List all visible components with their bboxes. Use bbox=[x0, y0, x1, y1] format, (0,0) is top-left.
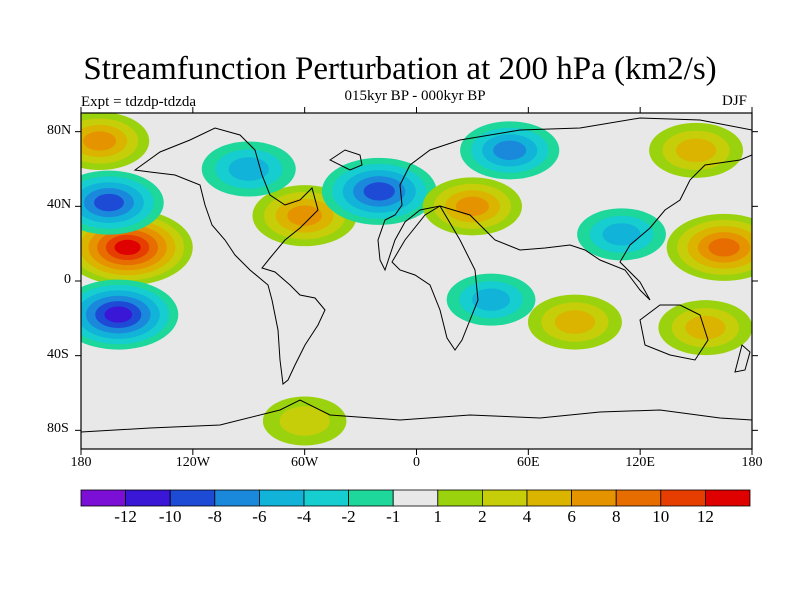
lon-tick-label: 60W bbox=[291, 455, 319, 470]
anomaly-cell bbox=[321, 157, 437, 225]
chart-subtitle: 015kyr BP - 000kyr BP bbox=[344, 88, 486, 104]
colorbar-swatch bbox=[258, 489, 305, 507]
lat-tick-label: 80S bbox=[47, 421, 69, 437]
contour-band bbox=[493, 140, 527, 160]
lon-tick-label: 180 bbox=[70, 455, 92, 470]
contour-band bbox=[685, 315, 726, 340]
colorbar-label: 12 bbox=[696, 507, 714, 526]
colorbar-swatch bbox=[392, 489, 439, 507]
colorbar-swatch bbox=[615, 489, 662, 507]
contour-band bbox=[472, 288, 511, 311]
lon-tick-label: 60E bbox=[517, 455, 540, 470]
lon-tick-label: 180 bbox=[741, 455, 763, 470]
colorbar-swatch bbox=[348, 489, 394, 507]
colorbar-label: -1 bbox=[386, 507, 401, 526]
colorbar-swatch bbox=[303, 489, 349, 507]
colorbar-swatch bbox=[660, 489, 706, 507]
lon-tick-label: 120W bbox=[175, 455, 210, 470]
colorbar-label: 1 bbox=[433, 507, 443, 526]
anomaly-cell bbox=[81, 170, 164, 235]
anomaly-cell bbox=[422, 177, 523, 236]
anomaly-cell bbox=[527, 294, 622, 350]
chart-title: Streamfunction Perturbation at 200 hPa (… bbox=[83, 51, 717, 87]
anomaly-cell bbox=[649, 122, 744, 178]
colorbar-label: 2 bbox=[478, 507, 487, 526]
contour-band bbox=[83, 131, 117, 151]
colorbar-swatch bbox=[125, 489, 171, 507]
contour-band bbox=[675, 138, 717, 163]
colorbar-label: -4 bbox=[296, 507, 312, 526]
colorbar-swatch bbox=[214, 489, 260, 507]
contour-band bbox=[94, 193, 124, 212]
contour-band bbox=[363, 182, 395, 201]
anomaly-cell bbox=[666, 213, 752, 281]
lon-tick-label: 0 bbox=[413, 455, 420, 470]
colorbar-label: 4 bbox=[522, 507, 532, 526]
experiment-label: Expt = tdzdp-tdzda bbox=[81, 94, 197, 110]
colorbar-label: -6 bbox=[252, 507, 267, 526]
contour-band bbox=[279, 406, 330, 436]
contour-band bbox=[602, 223, 641, 246]
colorbar-label: 8 bbox=[611, 507, 621, 526]
map-background bbox=[81, 113, 752, 449]
anomaly-cell bbox=[577, 208, 666, 261]
colorbar-label: 6 bbox=[567, 507, 576, 526]
lat-tick-label: 40N bbox=[47, 197, 72, 213]
anomaly-cell bbox=[81, 279, 179, 350]
colorbar-swatch bbox=[169, 489, 216, 507]
lat-tick-label: 0 bbox=[64, 272, 71, 287]
contour-band bbox=[287, 205, 323, 226]
colorbar-label: -2 bbox=[341, 507, 356, 526]
colorbar-label: -10 bbox=[158, 507, 182, 526]
anomaly-cell bbox=[262, 396, 347, 446]
colorbar-swatch bbox=[80, 489, 126, 507]
colorbar-label: 10 bbox=[652, 507, 670, 526]
contour-band bbox=[455, 196, 489, 216]
anomaly-cell bbox=[460, 121, 560, 180]
colorbar-swatch bbox=[437, 489, 483, 507]
anomaly-cell bbox=[446, 273, 536, 326]
contour-band bbox=[114, 239, 141, 255]
colorbar-swatch bbox=[705, 489, 751, 507]
lon-tick-label: 120E bbox=[625, 455, 655, 470]
lat-tick-label: 80N bbox=[47, 122, 72, 138]
colorbar-label: -12 bbox=[114, 507, 137, 526]
anomaly-cell bbox=[201, 141, 296, 197]
contour-band bbox=[104, 306, 133, 323]
contour-band bbox=[554, 310, 596, 334]
colorbar-label: -8 bbox=[207, 507, 222, 526]
anomaly-cell bbox=[658, 300, 752, 356]
colorbar-swatch bbox=[481, 489, 528, 507]
colorbar-swatch bbox=[571, 489, 617, 507]
colorbar bbox=[80, 489, 751, 507]
contour-band bbox=[708, 238, 740, 257]
season-label: DJF bbox=[722, 93, 748, 109]
anomaly-cell bbox=[81, 113, 150, 170]
lat-tick-label: 40S bbox=[47, 346, 69, 362]
colorbar-swatch bbox=[526, 489, 572, 507]
coastlines bbox=[81, 117, 752, 433]
